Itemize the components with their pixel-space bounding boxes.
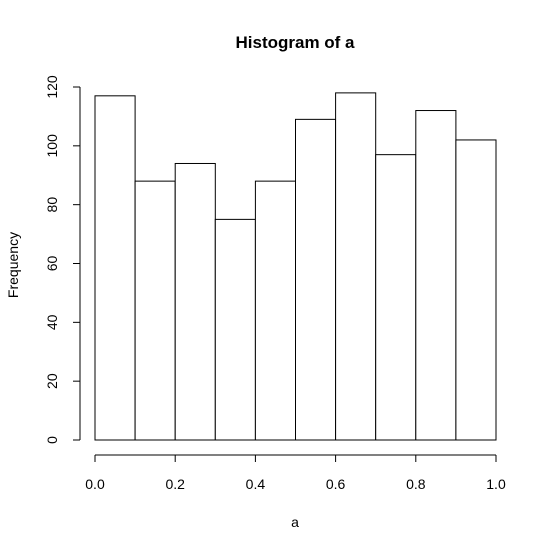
x-tick-label: 0.8 <box>406 476 426 492</box>
x-axis: 0.0 0.2 0.4 0.6 0.8 1.0 <box>85 454 506 492</box>
y-axis: 0 20 40 60 80 100 120 <box>44 75 81 444</box>
y-tick-label: 120 <box>44 75 60 99</box>
x-tick-label: 0.4 <box>246 476 266 492</box>
histogram-bar-4 <box>254 180 296 441</box>
histogram-bar-9 <box>455 139 497 441</box>
y-tick-label: 80 <box>44 197 60 213</box>
y-tick-label: 100 <box>44 134 60 158</box>
histogram-bar-6 <box>335 92 377 441</box>
x-tick-label: 0.6 <box>326 476 346 492</box>
histogram-bar-0 <box>94 95 136 441</box>
histogram-bar-2 <box>174 162 216 441</box>
histogram-bar-8 <box>415 110 457 441</box>
x-axis-label: a <box>291 514 299 530</box>
histogram-bar-3 <box>214 218 256 441</box>
x-tick-label: 0.2 <box>165 476 185 492</box>
y-axis-label: Frequency <box>5 232 21 298</box>
bars-group <box>94 92 497 441</box>
chart-title: Histogram of a <box>235 33 355 52</box>
y-tick-label: 40 <box>44 314 60 330</box>
histogram-bar-5 <box>295 118 337 441</box>
y-tick-label: 20 <box>44 373 60 389</box>
y-tick-label: 0 <box>44 436 60 444</box>
x-tick-label: 1.0 <box>486 476 506 492</box>
y-tick-label: 60 <box>44 256 60 272</box>
histogram-bar-1 <box>134 180 176 441</box>
histogram-bar-7 <box>375 154 417 441</box>
x-tick-label: 0.0 <box>85 476 105 492</box>
